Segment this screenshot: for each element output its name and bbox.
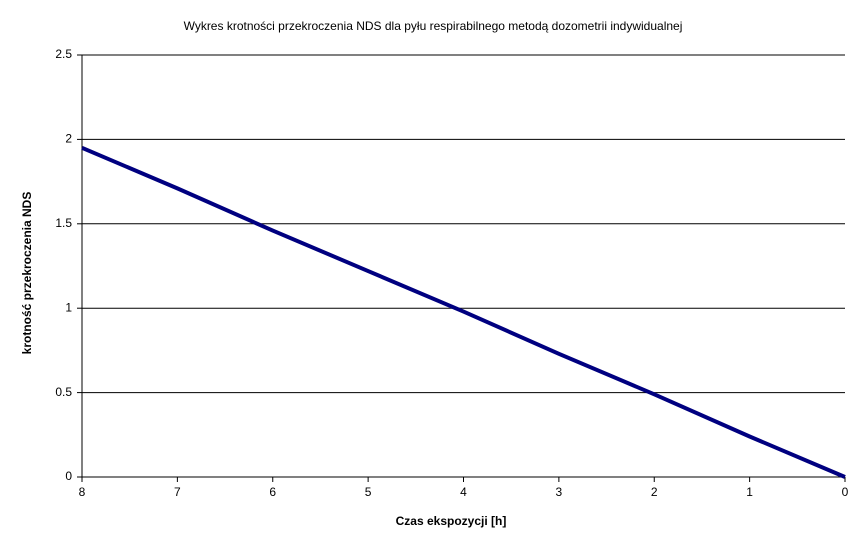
x-tick-label: 6 [269, 485, 276, 499]
x-tick-label: 2 [651, 485, 658, 499]
data-line [81, 145, 846, 479]
x-tick-label: 3 [556, 485, 563, 499]
x-tick-label: 0 [842, 485, 849, 499]
x-tick-label: 8 [79, 485, 86, 499]
chart-title: Wykres krotności przekroczenia NDS dla p… [184, 19, 683, 33]
x-axis-label: Czas ekspozycji [h] [396, 514, 507, 528]
y-tick-label: 0 [65, 469, 72, 483]
x-tick-label: 7 [174, 485, 181, 499]
y-axis-label: krotność przekroczenia NDS [20, 192, 34, 355]
x-tick-label: 5 [365, 485, 372, 499]
y-tick-label: 2.5 [55, 47, 72, 61]
y-tick-label: 0.5 [55, 385, 72, 399]
y-tick-label: 1 [65, 300, 72, 314]
y-tick-label: 1.5 [55, 216, 72, 230]
y-tick-label: 2 [65, 132, 72, 146]
x-tick-label: 1 [746, 485, 753, 499]
x-tick-label: 4 [460, 485, 467, 499]
